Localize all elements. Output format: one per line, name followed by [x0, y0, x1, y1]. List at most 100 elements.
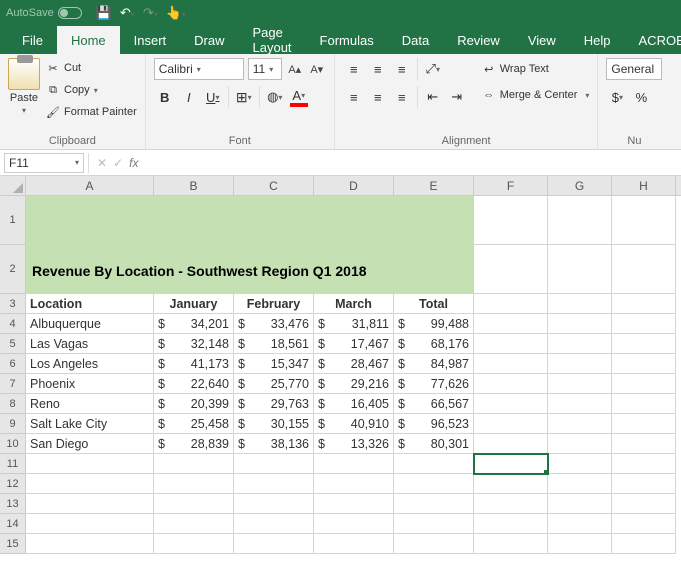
cell[interactable]: $28,839: [154, 434, 234, 454]
cell[interactable]: $30,155: [234, 414, 314, 434]
orientation-button[interactable]: ⤢▾: [422, 58, 444, 80]
tab-draw[interactable]: Draw: [180, 26, 238, 54]
cell[interactable]: [154, 454, 234, 474]
cell[interactable]: $17,467: [314, 334, 394, 354]
cell[interactable]: $13,326: [314, 434, 394, 454]
number-format-combo[interactable]: General: [606, 58, 662, 80]
cell[interactable]: [234, 534, 314, 554]
cell[interactable]: Reno: [26, 394, 154, 414]
cell[interactable]: $66,567: [394, 394, 474, 414]
cell[interactable]: [474, 414, 548, 434]
tab-page-layout[interactable]: Page Layout: [239, 26, 306, 54]
cell[interactable]: [474, 434, 548, 454]
decrease-indent-button[interactable]: ⇤: [422, 86, 444, 108]
cell[interactable]: $15,347: [234, 354, 314, 374]
cell[interactable]: $77,626: [394, 374, 474, 394]
paste-button[interactable]: Paste ▾: [8, 58, 40, 115]
align-top-button[interactable]: ≡: [343, 58, 365, 80]
underline-button[interactable]: U▾: [202, 86, 224, 108]
cell[interactable]: [548, 494, 612, 514]
cell[interactable]: [474, 354, 548, 374]
tab-acrobat[interactable]: ACROBAT: [625, 26, 681, 54]
touch-mode-icon[interactable]: 👆▾: [166, 5, 186, 21]
cell[interactable]: [548, 294, 612, 314]
tab-formulas[interactable]: Formulas: [306, 26, 388, 54]
cell[interactable]: [474, 394, 548, 414]
cell[interactable]: [612, 514, 676, 534]
cell[interactable]: [548, 454, 612, 474]
italic-button[interactable]: I: [178, 86, 200, 108]
row-header-12[interactable]: 12: [0, 474, 26, 494]
cell[interactable]: $80,301: [394, 434, 474, 454]
row-header-14[interactable]: 14: [0, 514, 26, 534]
cell[interactable]: [548, 394, 612, 414]
cell[interactable]: [314, 474, 394, 494]
cell[interactable]: [26, 474, 154, 494]
column-header-D[interactable]: D: [314, 176, 394, 195]
cell[interactable]: [474, 534, 548, 554]
cell[interactable]: $40,910: [314, 414, 394, 434]
cell[interactable]: [548, 534, 612, 554]
name-box[interactable]: F11▾: [4, 153, 84, 173]
cell[interactable]: $18,561: [234, 334, 314, 354]
cell[interactable]: [314, 494, 394, 514]
cell[interactable]: [26, 494, 154, 514]
cell[interactable]: January: [154, 294, 234, 314]
cell[interactable]: [548, 374, 612, 394]
cell[interactable]: [612, 374, 676, 394]
cell[interactable]: $41,173: [154, 354, 234, 374]
cell[interactable]: $25,770: [234, 374, 314, 394]
cell[interactable]: [612, 314, 676, 334]
cell[interactable]: [394, 514, 474, 534]
cell[interactable]: [548, 314, 612, 334]
row-header-13[interactable]: 13: [0, 494, 26, 514]
cell[interactable]: $33,476: [234, 314, 314, 334]
font-color-button[interactable]: A▾: [288, 87, 310, 103]
title-cell[interactable]: Revenue By Location - Southwest Region Q…: [26, 196, 474, 294]
cell[interactable]: [234, 514, 314, 534]
cell[interactable]: February: [234, 294, 314, 314]
cell[interactable]: [314, 454, 394, 474]
cell[interactable]: Las Vagas: [26, 334, 154, 354]
cancel-icon[interactable]: ✕: [97, 156, 107, 170]
cell[interactable]: [548, 514, 612, 534]
cell[interactable]: [474, 514, 548, 534]
cell[interactable]: [548, 474, 612, 494]
cell[interactable]: $84,987: [394, 354, 474, 374]
cell[interactable]: [548, 334, 612, 354]
cell[interactable]: $34,201: [154, 314, 234, 334]
cell[interactable]: [612, 534, 676, 554]
column-header-B[interactable]: B: [154, 176, 234, 195]
cell[interactable]: $29,216: [314, 374, 394, 394]
cut-button[interactable]: ✂Cut: [46, 58, 137, 78]
tab-file[interactable]: File: [8, 26, 57, 54]
column-header-E[interactable]: E: [394, 176, 474, 195]
cell[interactable]: [548, 354, 612, 374]
borders-button[interactable]: ⊞▾: [233, 86, 255, 108]
cell[interactable]: $25,458: [154, 414, 234, 434]
cell[interactable]: [394, 454, 474, 474]
percent-format-button[interactable]: %: [630, 86, 652, 108]
merge-center-button[interactable]: ⇔Merge & Center▾: [482, 84, 590, 106]
tab-help[interactable]: Help: [570, 26, 625, 54]
cell[interactable]: $68,176: [394, 334, 474, 354]
column-header-F[interactable]: F: [474, 176, 548, 195]
row-header-11[interactable]: 11: [0, 454, 26, 474]
decrease-font-icon[interactable]: A▾: [308, 58, 326, 80]
tab-insert[interactable]: Insert: [120, 26, 181, 54]
tab-home[interactable]: Home: [57, 26, 120, 54]
cell[interactable]: Salt Lake City: [26, 414, 154, 434]
tab-review[interactable]: Review: [443, 26, 514, 54]
cell[interactable]: [612, 434, 676, 454]
row-header-15[interactable]: 15: [0, 534, 26, 554]
cell[interactable]: [612, 474, 676, 494]
column-header-G[interactable]: G: [548, 176, 612, 195]
cell[interactable]: $31,811: [314, 314, 394, 334]
cell[interactable]: [612, 394, 676, 414]
align-bottom-button[interactable]: ≡: [391, 58, 413, 80]
cell[interactable]: [26, 454, 154, 474]
accounting-format-button[interactable]: $▾: [606, 86, 628, 108]
cell[interactable]: [612, 454, 676, 474]
cell[interactable]: [612, 196, 676, 245]
cell[interactable]: $20,399: [154, 394, 234, 414]
